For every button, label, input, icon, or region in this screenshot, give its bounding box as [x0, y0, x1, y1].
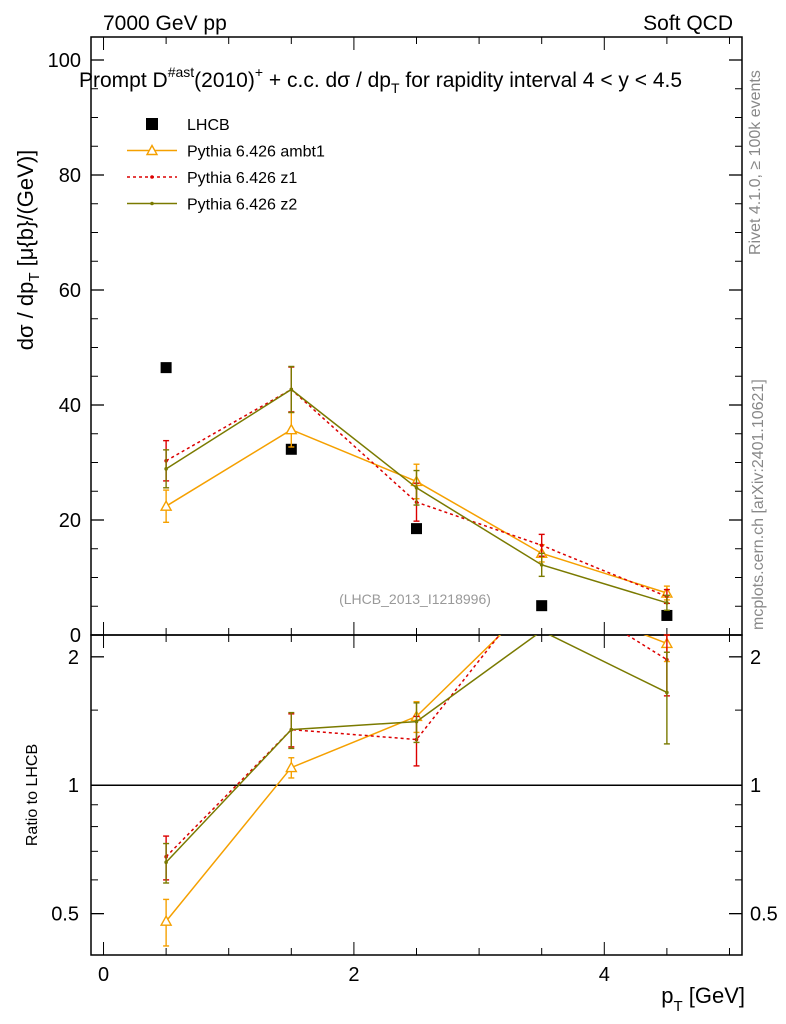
- main-y-tick-label: 20: [59, 510, 81, 532]
- data-point-triangle: [159, 499, 173, 511]
- legend: LHCB Pythia 6.426 ambt1 Pythia 6.426 z1 Pyt…: [127, 117, 325, 214]
- main-series: [159, 362, 674, 621]
- energy-label: 7000 GeV pp: [103, 12, 227, 35]
- legend-marker-dot: [150, 201, 154, 206]
- rivet-label: Rivet 4.1.0, ≥ 100k events: [747, 70, 764, 255]
- main-y-tick-label: 40: [59, 395, 81, 417]
- data-point-lhcb: [285, 443, 297, 455]
- ratio-point-dot: [414, 719, 419, 724]
- data-point-dot: [539, 543, 544, 548]
- main-y-tick-label: 60: [59, 280, 81, 302]
- data-point-lhcb: [160, 362, 172, 374]
- x-tick-label: 4: [599, 964, 610, 986]
- data-point-lhcb: [536, 600, 548, 612]
- ratio-point-triangle: [285, 761, 298, 773]
- main-y-tick-label: 100: [48, 50, 81, 72]
- legend-label: Pythia 6.426 ambt1: [187, 144, 325, 161]
- ratio-y-axis-label: Ratio to LHCB: [24, 744, 41, 846]
- data-point-dot: [164, 467, 168, 471]
- data-point-dot: [539, 563, 544, 567]
- data-point-dot: [414, 486, 419, 490]
- main-axes: 0 20 40 60 80 100: [48, 37, 742, 647]
- data-point-lhcb: [411, 523, 422, 535]
- legend-label: Pythia 6.426 z1: [187, 170, 297, 187]
- ratio-y-tick-label: 1: [68, 775, 79, 797]
- ratio-plot-frame: [90, 634, 743, 956]
- ratio-y-tick-label: 0.5: [51, 904, 79, 926]
- main-y-tick-label: 0: [70, 625, 81, 647]
- category-label: Soft QCD: [643, 12, 733, 35]
- legend-marker-dot: [150, 175, 154, 179]
- data-point-lhcb: [661, 609, 673, 621]
- ratio-y-tick-label-right: 1: [750, 775, 761, 797]
- ratio-y-tick-label-right: 0.5: [750, 904, 778, 926]
- data-point-dot: [289, 387, 294, 392]
- ratio-point-triangle: [159, 914, 173, 926]
- data-point-triangle: [285, 423, 298, 435]
- ratio-series: [159, 634, 674, 947]
- legend-marker-lhcb: [146, 118, 158, 130]
- mcplots-label: mcplots.cern.ch [arXiv:2401.10621]: [750, 379, 767, 630]
- legend-marker-triangle: [145, 144, 159, 156]
- data-point-dot: [665, 601, 669, 605]
- x-axis-label: pT [GeV]: [661, 983, 745, 1015]
- main-y-tick-label: 80: [59, 165, 81, 187]
- analysis-id: (LHCB_2013_I1218996): [339, 591, 491, 607]
- ratio-y-tick-label-right: 2: [750, 647, 761, 669]
- x-tick-label: 0: [98, 964, 109, 986]
- legend-label: LHCB: [187, 117, 230, 134]
- main-y-axis-label: dσ / dpT [μ{b}/(GeV)]: [13, 150, 43, 351]
- plot-title: Prompt D#ast(2010)+ + c.c. dσ / dpT for …: [79, 64, 682, 96]
- x-tick-label: 2: [348, 964, 359, 986]
- ratio-axes: 0 2 4 0.5 0.5 1 1 2 2: [51, 635, 778, 986]
- ratio-point-dot: [665, 690, 669, 695]
- ratio-point-dot: [289, 727, 294, 732]
- legend-label: Pythia 6.426 z2: [187, 197, 297, 214]
- ratio-y-tick-label: 2: [68, 647, 79, 669]
- ratio-point-dot: [164, 860, 168, 865]
